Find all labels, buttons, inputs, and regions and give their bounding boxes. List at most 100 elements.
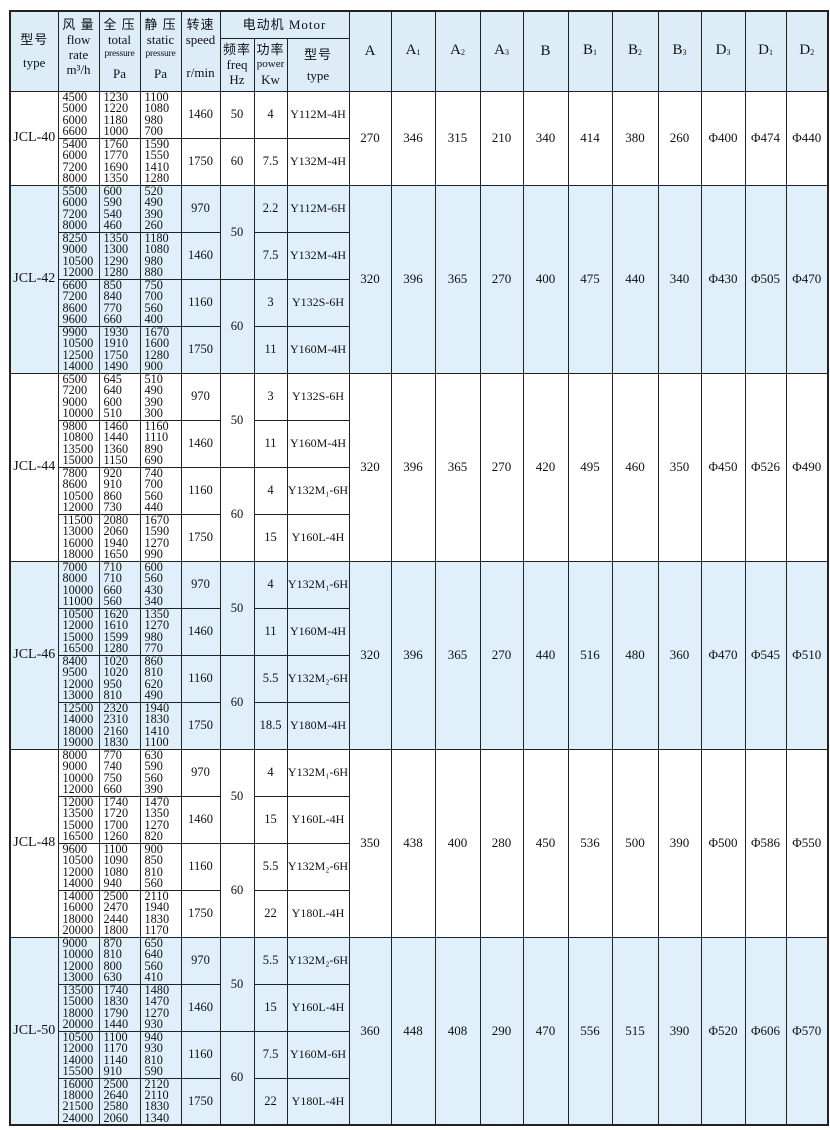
value-line: 810 [103, 687, 122, 702]
value-line: 1270 [144, 1005, 170, 1020]
value-line: 860 [103, 488, 122, 503]
header-dim-a1: A1 [390, 10, 436, 92]
motor-type: Y132M-4H [286, 231, 350, 280]
flow-rate-values: 5400 6000 7200 8000 [57, 137, 100, 186]
header-power: 功率 power Kw [253, 37, 288, 92]
dim-b2: 500 [611, 748, 659, 938]
value-line: 9600 [62, 311, 88, 326]
dim-subscript: 3 [726, 48, 731, 58]
dim-a1: 448 [390, 936, 436, 1126]
value-line: 1480 [144, 984, 170, 997]
value-line: 2500 [103, 890, 129, 903]
total-pressure-values: 1460 1440 1360 1150 [98, 419, 141, 468]
value-line: 18000 [62, 911, 94, 926]
frequency-value: 50 [219, 90, 255, 139]
value-line: 2640 [103, 1087, 129, 1102]
total-pressure-values: 1740 1830 1790 1440 [98, 983, 141, 1032]
value-line: 1020 [103, 665, 129, 680]
dim-a1: 396 [390, 372, 436, 562]
speed-value: 1750 [180, 1077, 221, 1126]
value-line: 5500 [62, 185, 88, 198]
dim-b1: 516 [567, 560, 613, 750]
dim-d2: Φ470 [785, 184, 829, 374]
dim-a3: 210 [479, 90, 524, 186]
value-line: 9000 [62, 937, 88, 950]
table-row: 9900 10500 12500 14000 1930 1910 1750 1490 1670 1… [10, 325, 828, 374]
header-static-en1: static [146, 32, 175, 47]
static-pressure-values: 2110 1940 1830 1170 [139, 889, 182, 938]
value-line: 1650 [103, 546, 129, 561]
value-line: 860 [144, 655, 163, 668]
value-line: 2500 [103, 1078, 129, 1091]
value-line: 2110 [144, 1087, 169, 1102]
value-line: 590 [144, 759, 163, 774]
dim-subscript: 1 [593, 48, 598, 58]
value-line: 950 [103, 676, 122, 691]
dim-a: 320 [348, 560, 392, 750]
value-line: 1700 [103, 817, 129, 832]
value-line: 1080 [144, 101, 170, 116]
value-line: 7200 [62, 206, 88, 221]
static-pressure-values: 1480 1470 1270 930 [139, 983, 182, 1032]
header-total-pressure: 全 压 total pressure Pa [98, 10, 141, 92]
model-type: JCL-46 [9, 560, 59, 750]
header-dim-b2: B2 [611, 10, 659, 92]
value-line: 560 [144, 571, 163, 586]
value-line: 16000 [62, 900, 94, 915]
dim-a: 270 [348, 90, 392, 186]
frequency-value: 50 [219, 372, 255, 468]
value-line: 1180 [103, 112, 128, 127]
header-flow-en1: flow [66, 32, 91, 47]
value-line: 660 [103, 781, 122, 796]
flow-rate-values: 8000 9000 10000 12000 [57, 748, 100, 797]
value-line: 890 [144, 441, 163, 456]
total-pressure-values: 2500 2640 2580 2060 [98, 1077, 141, 1126]
dim-b3: 340 [657, 184, 702, 374]
value-line: 18000 [62, 546, 94, 561]
model-type: JCL-40 [9, 90, 59, 186]
value-line: 660 [103, 311, 122, 326]
table-row: 6600 7200 8600 9600 850 840 770 660 750 700 560 400… [10, 278, 828, 374]
total-pressure-values: 710 710 660 560 [98, 560, 141, 609]
motor-type: Y132M₁-6H [286, 560, 350, 609]
total-pressure-values: 1760 1770 1690 1350 [98, 137, 141, 186]
power-value: 11 [253, 419, 288, 468]
value-line: 14000 [62, 358, 94, 373]
model-type: JCL-48 [9, 748, 59, 938]
total-pressure-values: 1350 1300 1290 1280 [98, 231, 141, 280]
motor-type: Y160M-4H [286, 325, 350, 374]
header-total-en1: total [107, 32, 132, 47]
value-line: 1020 [103, 655, 129, 668]
value-line: 12000 [62, 676, 94, 691]
flow-rate-values: 9000 10000 12000 13000 [57, 936, 100, 985]
value-line: 12000 [62, 1041, 94, 1056]
dim-a2: 365 [434, 184, 481, 374]
value-line: 1740 [103, 796, 129, 809]
value-line: 690 [144, 452, 163, 467]
value-line: 810 [144, 1052, 163, 1067]
value-line: 6600 [62, 279, 88, 292]
value-line: 6000 [62, 112, 88, 127]
value-line: 1830 [103, 734, 129, 749]
dim-a3: 270 [479, 184, 524, 374]
power-value: 4 [253, 466, 288, 515]
header-freq-en: freq [226, 57, 248, 72]
speed-value: 970 [180, 560, 221, 609]
header-dim-b3: B3 [657, 10, 702, 92]
value-line: 390 [144, 206, 163, 221]
value-line: 9800 [62, 420, 88, 433]
dim-a3: 280 [479, 748, 524, 938]
power-value: 5.5 [253, 654, 288, 703]
value-line: 1170 [103, 1041, 128, 1056]
value-line: 1720 [103, 806, 129, 821]
speed-value: 1460 [180, 231, 221, 280]
value-line: 930 [144, 1041, 163, 1056]
dim-b: 420 [522, 372, 569, 562]
total-pressure-values: 1100 1170 1140 910 [98, 1030, 141, 1079]
value-line: 13500 [62, 441, 94, 456]
speed-value: 1460 [180, 607, 221, 656]
dim-label: D [758, 42, 769, 59]
dim-label: A [405, 42, 417, 59]
header-dim-a: A [348, 10, 392, 92]
dim-b1: 495 [567, 372, 613, 562]
